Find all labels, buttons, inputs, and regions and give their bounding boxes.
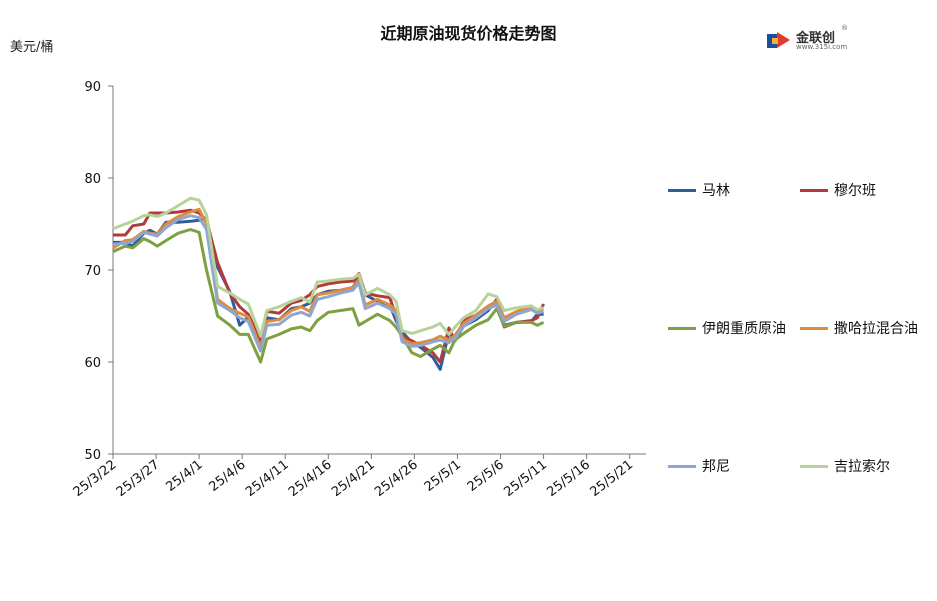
x-tick-label: 25/3/22 — [71, 457, 120, 500]
legend-label: 邦尼 — [702, 459, 730, 475]
logo-name: 金联创 — [796, 31, 836, 46]
logo-registered-mark: ® — [841, 24, 848, 32]
x-tick-label: 25/5/16 — [544, 457, 593, 500]
legend-label: 穆尔班 — [834, 183, 876, 199]
legend-label: 伊朗重质原油 — [702, 321, 786, 337]
y-tick-label: 90 — [84, 80, 101, 95]
series-line-2 — [112, 228, 545, 364]
legend-item: 伊朗重质原油 — [668, 318, 786, 338]
y-tick-label: 80 — [84, 172, 101, 187]
y-tick-label: 60 — [84, 356, 101, 371]
legend-item: 邦尼 — [668, 456, 730, 476]
series-line-5 — [112, 196, 545, 338]
x-tick-label: 25/4/16 — [286, 457, 335, 500]
x-tick-label: 25/4/1 — [163, 457, 205, 495]
x-tick-label: 25/3/27 — [114, 457, 163, 500]
x-tick-label: 25/5/21 — [587, 457, 636, 500]
legend-label: 马林 — [702, 183, 730, 199]
x-tick-label: 25/4/26 — [372, 457, 421, 500]
y-axis-unit-label: 美元/桶 — [10, 40, 54, 55]
legend-swatch — [800, 326, 828, 330]
legend-item: 马林 — [668, 180, 730, 200]
legend-swatch — [800, 188, 828, 192]
series-lines — [112, 196, 545, 371]
logo-mark-icon — [767, 32, 790, 48]
x-tick-label: 25/4/21 — [329, 457, 378, 500]
legend-label: 吉拉索尔 — [834, 459, 890, 475]
series-line-3 — [112, 207, 545, 349]
legend-swatch — [800, 464, 828, 468]
y-tick-label: 70 — [84, 264, 101, 279]
chart-title: 近期原油现货价格走势图 — [380, 24, 557, 43]
logo-domain: www.315i.com — [796, 43, 848, 51]
y-tick-label: 50 — [84, 448, 101, 463]
legend-item: 撒哈拉混合油 — [800, 318, 918, 338]
series-line-4 — [112, 214, 545, 353]
x-tick-label: 25/5/6 — [465, 457, 507, 495]
legend-item: 吉拉索尔 — [800, 456, 890, 476]
x-tick-label: 25/5/1 — [422, 457, 464, 495]
brand-logo: 金联创 www.315i.com ® — [766, 24, 856, 54]
legend-swatch — [668, 464, 696, 468]
legend-label: 撒哈拉混合油 — [834, 321, 918, 337]
x-tick-label: 25/4/6 — [206, 457, 248, 495]
legend-swatch — [668, 188, 696, 192]
legend-item: 穆尔班 — [800, 180, 876, 200]
x-tick-label: 25/4/11 — [243, 457, 292, 500]
legend-swatch — [668, 326, 696, 330]
x-tick-label: 25/5/11 — [501, 457, 550, 500]
